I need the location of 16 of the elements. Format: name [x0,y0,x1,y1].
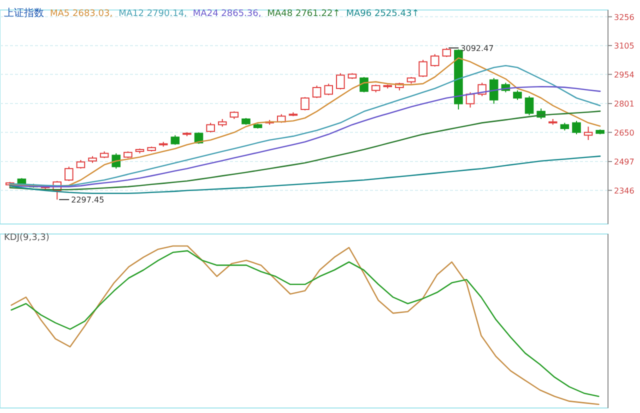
annotation: 3092.47 [460,44,494,53]
y-tick-label: 3105 [614,42,634,51]
y-tick-label: 3256 [614,12,634,22]
text: MA12 2790.14, [118,9,187,19]
text: MA96 2525.43↑ [346,9,420,19]
y-tick-label: 2497 [614,158,634,167]
y-tick-label: 2801 [614,100,634,109]
text: KDJ(9,3,3) [4,233,50,243]
annotation: 2297.45 [71,196,104,205]
text: MA24 2865.36, [192,9,262,19]
chart-title: 上证指数 [4,7,44,19]
text: MA48 2761.22↑ [267,9,340,19]
y-tick-label: 2954 [614,70,634,80]
y-tick-label: 2650 [614,128,634,138]
y-tick-label: 2346 [614,186,634,196]
text: MA5 2683.03, [50,9,113,19]
